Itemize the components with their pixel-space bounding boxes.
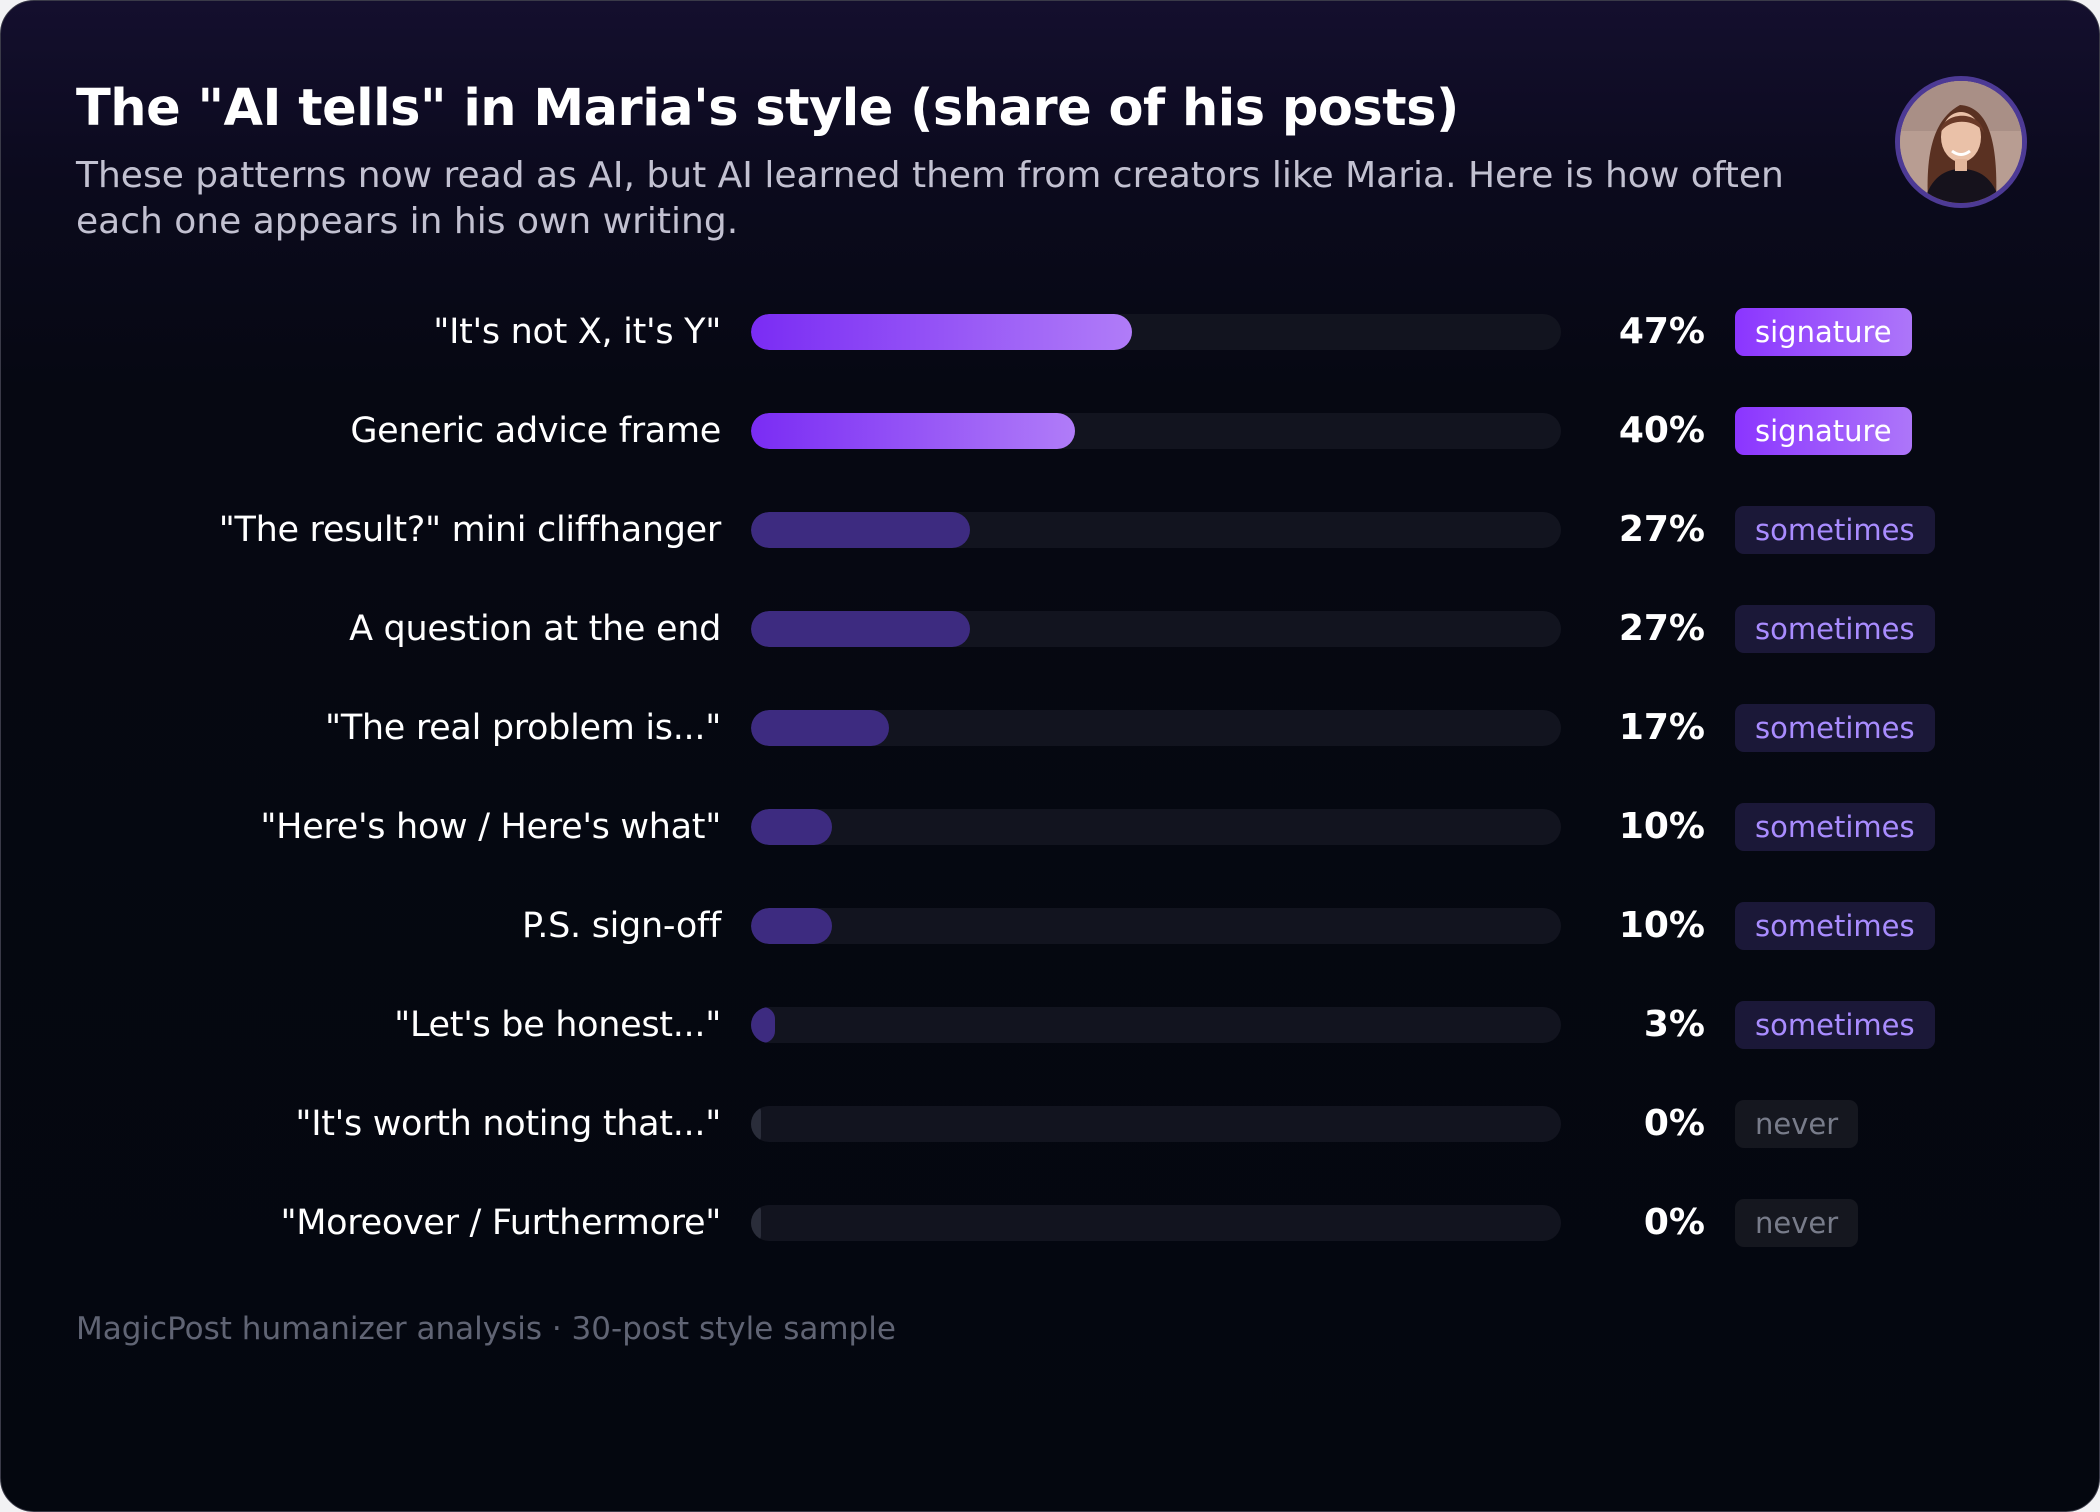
category-label: A question at the end [349,609,721,649]
bar-row: P.S. sign-off 10% sometimes [1,902,2099,950]
value-label: 27% [1618,608,1705,649]
frequency-badge: signature [1735,308,1912,356]
category-label: "The real problem is..." [325,708,721,748]
frequency-badge: sometimes [1735,902,1935,950]
bar-track [751,1007,1561,1043]
bar-row: Generic advice frame 40% signature [1,407,2099,455]
bar-row: "Let's be honest..." 3% sometimes [1,1001,2099,1049]
bar-track [751,314,1561,350]
frequency-badge: sometimes [1735,506,1935,554]
value-label: 17% [1618,707,1705,748]
bar-track [751,1106,1561,1142]
bar-row: "Here's how / Here's what" 10% sometimes [1,803,2099,851]
frequency-badge: never [1735,1100,1859,1148]
value-label: 40% [1618,410,1705,451]
value-label: 10% [1618,806,1705,847]
chart-title: The "AI tells" in Maria's style (share o… [76,79,1459,138]
bar-track [751,413,1561,449]
frequency-badge: sometimes [1735,803,1935,851]
bar-track [751,809,1561,845]
frequency-badge: sometimes [1735,704,1935,752]
bar-row: "The result?" mini cliffhanger 27% sometim… [1,506,2099,554]
category-label: "The result?" mini cliffhanger [218,510,722,550]
bar [751,512,970,548]
category-label: "Let's be honest..." [394,1005,721,1045]
bar-track [751,908,1561,944]
category-label: "It's not X, it's Y" [433,312,721,352]
value-label: 47% [1618,311,1705,352]
bar-track [751,611,1561,647]
value-label: 27% [1618,509,1705,550]
bar-row: "It's not X, it's Y" 47% signature [1,308,2099,356]
bar-row: "It's worth noting that..." 0% never [1,1100,2099,1148]
bar [751,710,889,746]
chart-source-note: MagicPost humanizer analysis · 30-post s… [76,1311,896,1347]
frequency-badge: sometimes [1735,1001,1935,1049]
frequency-badge: signature [1735,407,1912,455]
bar [751,1106,761,1142]
value-label: 0% [1643,1103,1705,1144]
category-label: "It's worth noting that..." [295,1104,721,1144]
bar-row: A question at the end 27% sometimes [1,605,2099,653]
category-label: "Moreover / Furthermore" [280,1203,721,1243]
frequency-badge: sometimes [1735,605,1935,653]
bar [751,611,970,647]
category-label: P.S. sign-off [521,906,721,946]
bar-track [751,1205,1561,1241]
bar [751,809,832,845]
bar-track [751,512,1561,548]
bar [751,314,1132,350]
frequency-badge: never [1735,1199,1859,1247]
value-label: 0% [1643,1202,1705,1243]
bar-row: "Moreover / Furthermore" 0% never [1,1199,2099,1247]
bar [751,1205,761,1241]
bar [751,413,1075,449]
author-avatar [1895,76,2027,208]
value-label: 10% [1618,905,1705,946]
bar [751,908,832,944]
category-label: Generic advice frame [350,411,721,451]
bar [751,1007,775,1043]
bar-row: "The real problem is..." 17% sometimes [1,704,2099,752]
category-label: "Here's how / Here's what" [260,807,721,847]
chart-subtitle: These patterns now read as AI, but AI le… [76,155,1784,242]
bar-track [751,710,1561,746]
value-label: 3% [1643,1004,1705,1045]
